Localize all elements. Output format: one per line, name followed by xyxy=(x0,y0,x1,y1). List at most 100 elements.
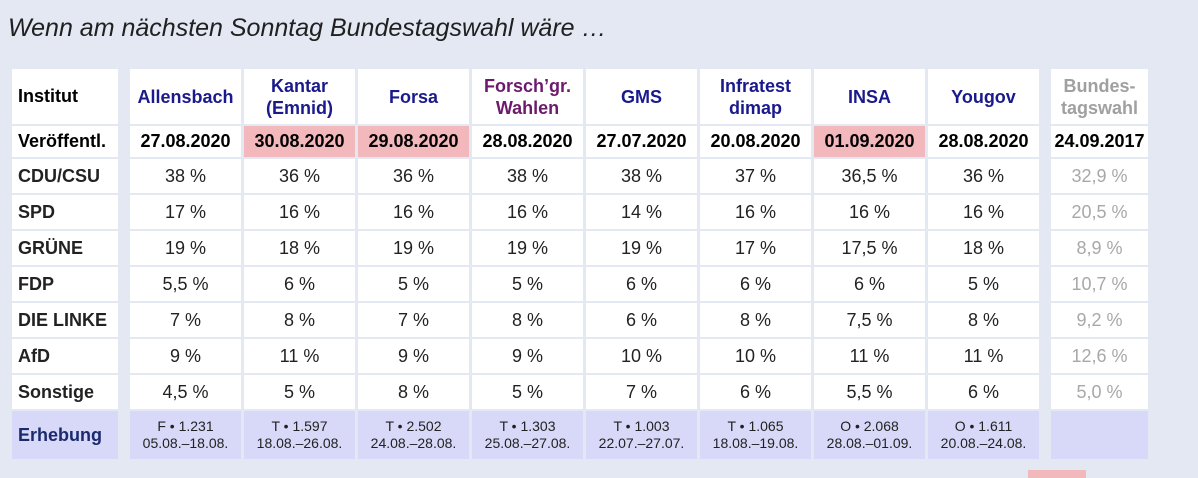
survey-row: Erhebung F • 1.231 05.08.–18.08. T • 1.597 1… xyxy=(12,411,1148,459)
party-name: FDP xyxy=(12,267,118,301)
survey-note: T • 1.065 18.08.–19.08. xyxy=(700,418,811,452)
survey-info: T • 1.003 22.07.–27.07. xyxy=(586,411,697,459)
survey-period: 05.08.–18.08. xyxy=(142,435,229,451)
highlight-legend-swatch xyxy=(1028,470,1086,478)
poll-value: 11 % xyxy=(814,339,925,373)
survey-info: T • 1.065 18.08.–19.08. xyxy=(700,411,811,459)
institute-link[interactable]: Infratest dimap xyxy=(700,69,811,124)
poll-value: 8 % xyxy=(472,303,583,337)
poll-value: 11 % xyxy=(928,339,1039,373)
party-name: CDU/CSU xyxy=(12,159,118,193)
reference-result: 9,2 % xyxy=(1051,303,1148,337)
reference-line2: tagswahl xyxy=(1060,97,1139,118)
poll-value: 8 % xyxy=(358,375,469,409)
column-gap xyxy=(121,126,127,157)
party-row: DIE LINKE 7 % 8 % 7 % 8 % 6 % 8 % 7,5 % 8 % 9,2 % xyxy=(12,303,1148,337)
survey-period: 25.08.–27.08. xyxy=(484,435,571,451)
poll-value: 18 % xyxy=(244,231,355,265)
poll-value: 38 % xyxy=(586,159,697,193)
reference-result: 5,0 % xyxy=(1051,375,1148,409)
reference-line1: Bundes- xyxy=(1063,75,1136,96)
reference-result: 8,9 % xyxy=(1051,231,1148,265)
reference-election-link[interactable]: Bundes-tagswahl xyxy=(1051,69,1148,124)
institute-name-line2: (Emnid) xyxy=(266,97,333,118)
institute-link[interactable]: Forsch’gr. Wahlen xyxy=(472,69,583,124)
column-gap xyxy=(1042,411,1048,459)
poll-value: 17 % xyxy=(700,231,811,265)
poll-value: 36 % xyxy=(244,159,355,193)
poll-value: 36 % xyxy=(358,159,469,193)
party-name: AfD xyxy=(12,339,118,373)
party-row: AfD 9 % 11 % 9 % 9 % 10 % 10 % 11 % 11 % 12,6 % xyxy=(12,339,1148,373)
institute-name-line1: Forsa xyxy=(388,86,439,107)
column-gap xyxy=(121,69,127,124)
poll-value: 38 % xyxy=(130,159,241,193)
party-name: Sonstige xyxy=(12,375,118,409)
survey-note: T • 1.303 25.08.–27.08. xyxy=(472,418,583,452)
poll-table: Institut Allensbach Kantar (Emnid) Forsa Fors… xyxy=(9,67,1151,461)
institute-link[interactable]: Kantar (Emnid) xyxy=(244,69,355,124)
column-gap xyxy=(1042,159,1048,193)
survey-info: O • 1.611 20.08.–24.08. xyxy=(928,411,1039,459)
poll-value: 16 % xyxy=(700,195,811,229)
reference-result: 32,9 % xyxy=(1051,159,1148,193)
survey-label: Erhebung xyxy=(12,411,118,459)
reference-result: 20,5 % xyxy=(1051,195,1148,229)
poll-value: 37 % xyxy=(700,159,811,193)
institute-name-line1: Forsch’gr. xyxy=(483,75,572,96)
poll-value: 38 % xyxy=(472,159,583,193)
poll-value: 9 % xyxy=(130,339,241,373)
survey-note: F • 1.231 05.08.–18.08. xyxy=(130,418,241,452)
column-gap xyxy=(121,195,127,229)
poll-value: 4,5 % xyxy=(130,375,241,409)
poll-value: 10 % xyxy=(700,339,811,373)
poll-value: 17 % xyxy=(130,195,241,229)
survey-method: T • 2.502 xyxy=(385,418,442,434)
institute-link[interactable]: Yougov xyxy=(928,69,1039,124)
column-gap xyxy=(1042,375,1048,409)
column-gap xyxy=(121,267,127,301)
institute-link[interactable]: INSA xyxy=(814,69,925,124)
party-row: SPD 17 % 16 % 16 % 16 % 14 % 16 % 16 % 16 % 20,5 … xyxy=(12,195,1148,229)
institute-link[interactable]: GMS xyxy=(586,69,697,124)
survey-period: 24.08.–28.08. xyxy=(370,435,457,451)
survey-method: T • 1.303 xyxy=(499,418,556,434)
poll-value: 36,5 % xyxy=(814,159,925,193)
poll-value: 5 % xyxy=(472,267,583,301)
column-gap xyxy=(121,375,127,409)
institute-link[interactable]: Allensbach xyxy=(130,69,241,124)
survey-period: 28.08.–01.09. xyxy=(826,435,913,451)
party-row: CDU/CSU 38 % 36 % 36 % 38 % 38 % 37 % 36,5 % 36 … xyxy=(12,159,1148,193)
column-gap xyxy=(121,231,127,265)
poll-value: 5,5 % xyxy=(130,267,241,301)
column-gap xyxy=(1042,303,1048,337)
institute-name-line1: GMS xyxy=(620,86,662,107)
poll-value: 6 % xyxy=(814,267,925,301)
poll-value: 5 % xyxy=(244,375,355,409)
poll-value: 6 % xyxy=(700,375,811,409)
survey-reference-empty xyxy=(1051,411,1148,459)
poll-value: 14 % xyxy=(586,195,697,229)
publication-date: 28.08.2020 xyxy=(472,126,583,157)
survey-info: T • 1.303 25.08.–27.08. xyxy=(472,411,583,459)
poll-value: 16 % xyxy=(472,195,583,229)
poll-value: 10 % xyxy=(586,339,697,373)
publication-date: 27.07.2020 xyxy=(586,126,697,157)
poll-value: 7,5 % xyxy=(814,303,925,337)
reference-date: 24.09.2017 xyxy=(1051,126,1148,157)
poll-value: 8 % xyxy=(244,303,355,337)
poll-value: 6 % xyxy=(928,375,1039,409)
institute-name-line1: Kantar xyxy=(270,75,328,96)
survey-info: T • 2.502 24.08.–28.08. xyxy=(358,411,469,459)
column-gap xyxy=(1042,339,1048,373)
survey-method: T • 1.597 xyxy=(271,418,328,434)
survey-note: O • 2.068 28.08.–01.09. xyxy=(814,418,925,452)
publication-date: 30.08.2020 xyxy=(244,126,355,157)
publication-date: 01.09.2020 xyxy=(814,126,925,157)
column-gap xyxy=(1042,126,1048,157)
institute-link[interactable]: Forsa xyxy=(358,69,469,124)
party-name: DIE LINKE xyxy=(12,303,118,337)
poll-value: 5 % xyxy=(928,267,1039,301)
poll-value: 5 % xyxy=(472,375,583,409)
poll-value: 16 % xyxy=(358,195,469,229)
